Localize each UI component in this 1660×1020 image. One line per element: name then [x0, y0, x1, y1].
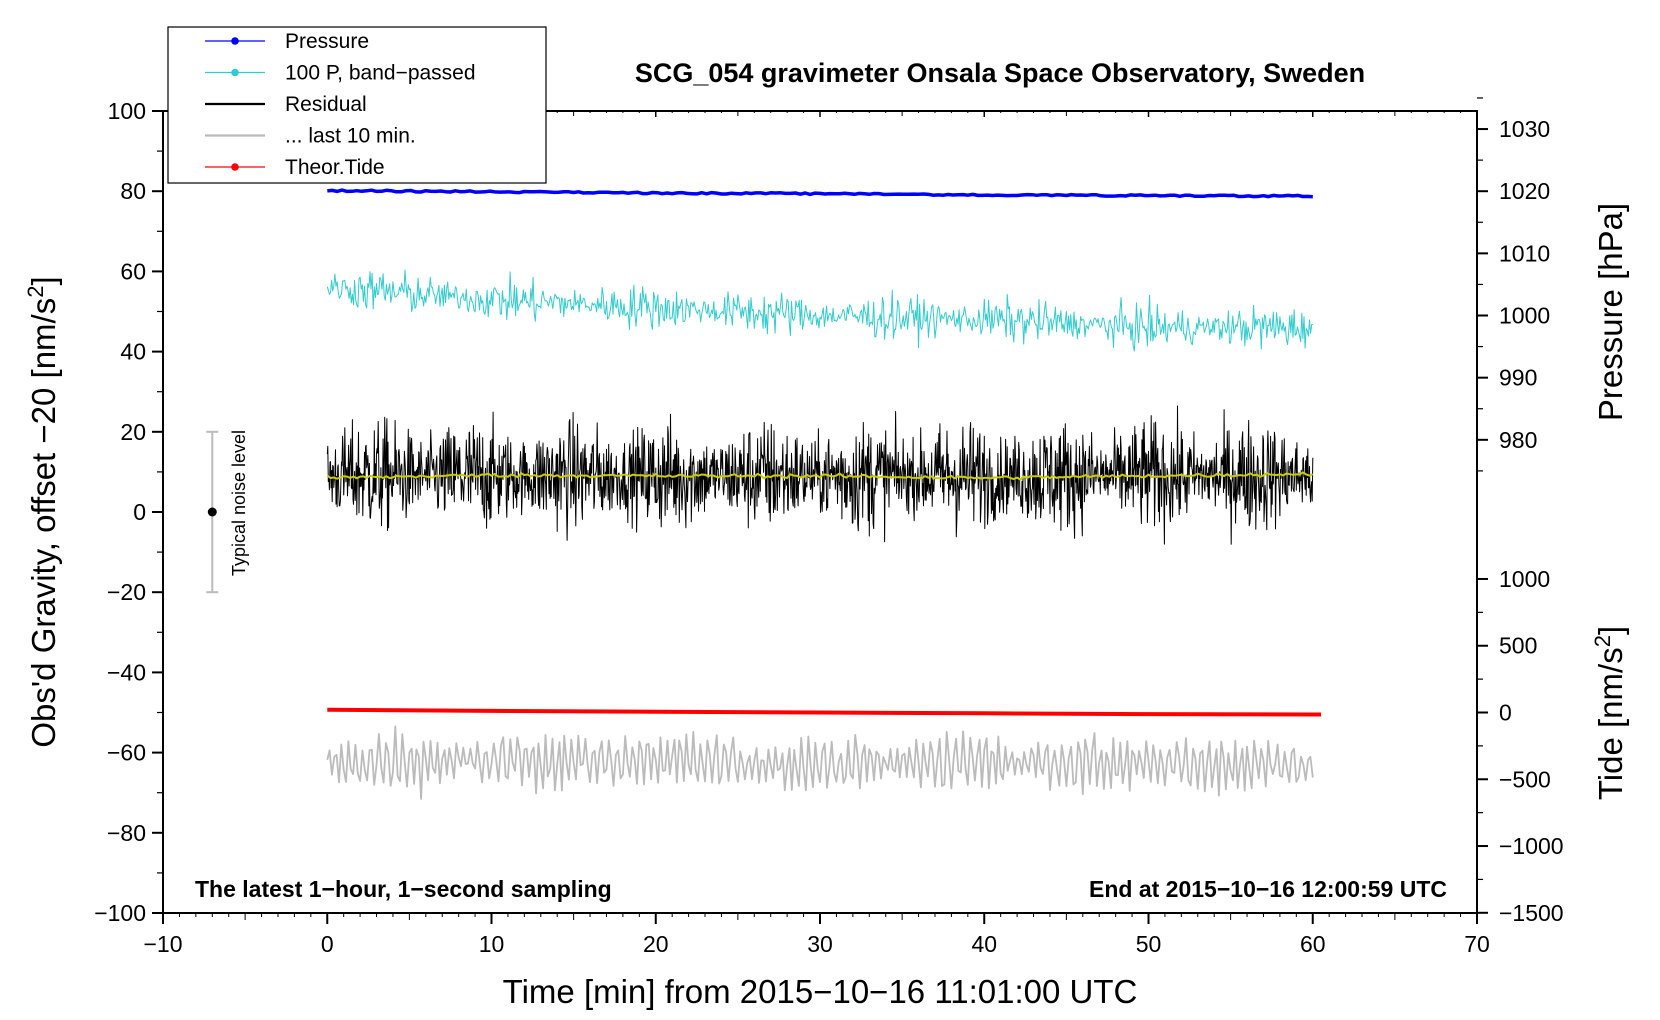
- y-axis-title-left-sup: 2: [23, 286, 48, 298]
- tide-axis-title: Tide [nm/s2]: [1590, 626, 1629, 800]
- tide-axis-title-group: Tide [nm/s2]: [1590, 626, 1629, 800]
- y-axis-title-left-end: ]: [25, 276, 62, 285]
- tide-tick-label: 1000: [1499, 566, 1550, 592]
- tide-axis-title-main: Tide [nm/s: [1592, 647, 1629, 800]
- pressure-tick-label: 1030: [1499, 116, 1550, 142]
- pressure-tick-label: 1020: [1499, 178, 1550, 204]
- tide-tick-label: −1000: [1499, 833, 1564, 859]
- legend-label: 100 P, band−passed: [285, 62, 476, 85]
- chart-title: SCG_054 gravimeter Onsala Space Observat…: [635, 58, 1365, 88]
- pressure-tick-label: 990: [1499, 365, 1537, 391]
- x-tick-label: 50: [1136, 931, 1162, 957]
- x-tick-label: 20: [643, 931, 669, 957]
- legend-label: ... last 10 min.: [285, 125, 416, 148]
- y-tick-label: 20: [120, 419, 146, 445]
- note-right: End at 2015−10−16 12:00:59 UTC: [1089, 876, 1447, 902]
- x-tick-label: 60: [1300, 931, 1326, 957]
- y-tick-label: −100: [94, 900, 146, 926]
- series-last-10-min-line: [326, 725, 1314, 800]
- y-tick-label: 100: [108, 98, 146, 124]
- tide-axis-title-end: ]: [1592, 626, 1629, 635]
- x-tick-label: 70: [1464, 931, 1490, 957]
- series-bandpassed-line: [326, 269, 1313, 352]
- y-tick-label: −60: [107, 740, 146, 766]
- noise-bar-label: Typical noise level: [229, 430, 249, 576]
- legend-swatch-marker: [231, 68, 239, 77]
- legend-swatch-marker: [231, 163, 239, 171]
- y-axis-title-left-group: Obs'd Gravity, offset −20 [nm/s2]: [23, 276, 62, 747]
- x-axis-title-group: Time [min] from 2015−10−16 11:01:00 UTC: [503, 973, 1138, 1010]
- x-axis-title: Time [min] from 2015−10−16 11:01:00 UTC: [503, 973, 1138, 1010]
- legend-label: Pressure: [285, 30, 369, 53]
- y-tick-label: 0: [133, 499, 146, 525]
- series-theor-tide-line: [327, 707, 1322, 717]
- y-tick-label: −80: [107, 820, 146, 846]
- tide-tick-label: −1500: [1499, 900, 1564, 926]
- legend-label: Theor.Tide: [285, 156, 385, 179]
- y-axis-title-left-main: Obs'd Gravity, offset −20 [nm/s: [25, 298, 62, 748]
- legend-swatch-marker: [231, 37, 239, 45]
- x-tick-label: 10: [479, 931, 505, 957]
- legend-items: Pressure 100 P, band−passed Residual ... la…: [205, 30, 476, 179]
- y-axis-title-left: Obs'd Gravity, offset −20 [nm/s2]: [23, 276, 62, 747]
- tide-tick-label: −500: [1499, 766, 1551, 792]
- legend-label: Residual: [285, 93, 367, 116]
- y-tick-label: 40: [120, 339, 146, 365]
- tide-axis-title-sup: 2: [1590, 635, 1615, 647]
- pressure-tick-label: 1000: [1499, 303, 1550, 329]
- pressure-axis-title: Pressure [hPa]: [1592, 203, 1629, 421]
- x-tick-label: 30: [807, 931, 833, 957]
- noise-bar-center-dot: [207, 507, 217, 517]
- series-residual-mean-line: [326, 471, 1314, 481]
- noise-bar-label-group: Typical noise level: [229, 430, 249, 576]
- x-tick-label: −10: [143, 931, 182, 957]
- y-tick-label: −20: [107, 579, 146, 605]
- x-tick-label: 40: [971, 931, 997, 957]
- series-residual-line: [326, 405, 1314, 545]
- tide-tick-label: 500: [1499, 633, 1537, 659]
- pressure-tick-label: 980: [1499, 427, 1537, 453]
- axis-layer: −10 0 10 20 30 40 50 60 70−100−80−60−40−20020406…: [94, 97, 1564, 957]
- x-tick-label: 0: [321, 931, 334, 957]
- tide-tick-label: 0: [1499, 700, 1512, 726]
- y-tick-label: −40: [107, 659, 146, 685]
- series-pressure-line: [327, 188, 1313, 199]
- pressure-tick-label: 1010: [1499, 240, 1550, 266]
- pressure-axis-title-group: Pressure [hPa]: [1592, 203, 1629, 421]
- note-left: The latest 1−hour, 1−second sampling: [195, 876, 612, 902]
- series-layer: [206, 188, 1322, 800]
- y-tick-label: 60: [120, 258, 146, 284]
- y-tick-label: 80: [120, 178, 146, 204]
- legend: Pressure 100 P, band−passed Residual ... la…: [167, 26, 547, 184]
